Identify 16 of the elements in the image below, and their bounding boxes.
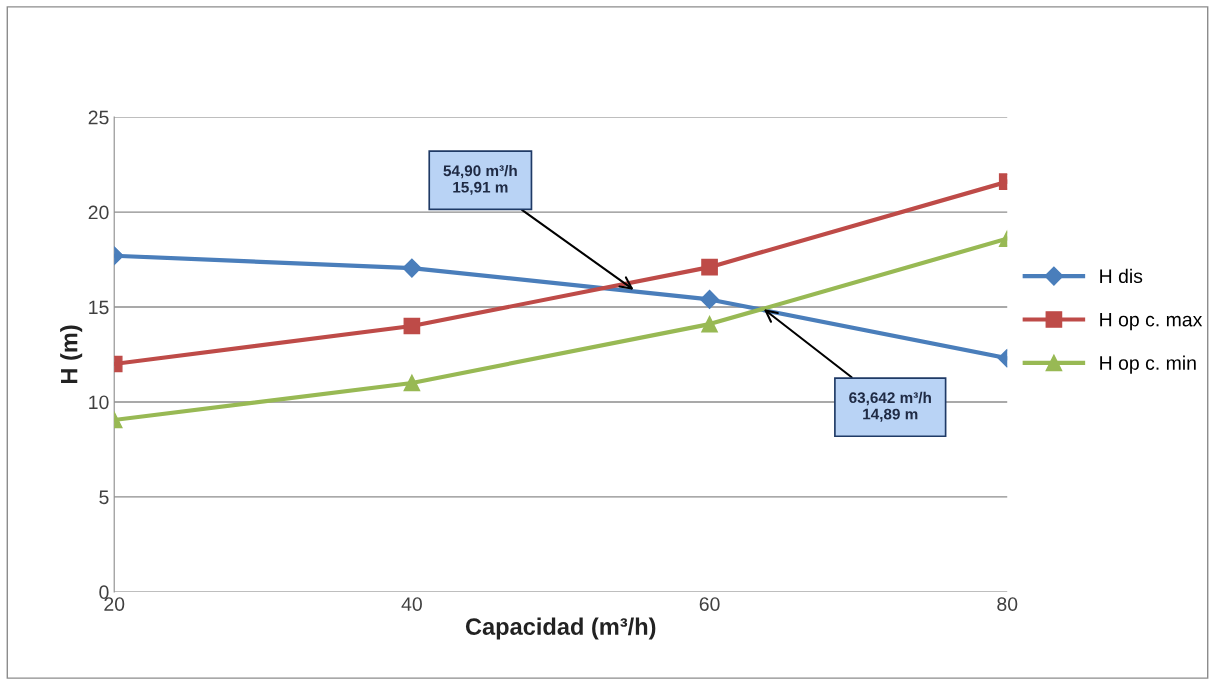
y-tick-label: 20 xyxy=(88,205,109,220)
annotation: 63,642 m³/h 14,89 m xyxy=(849,391,931,422)
x-tick-label: 80 xyxy=(997,597,1018,611)
x-tick-label: 40 xyxy=(401,597,422,611)
y-tick-label: 10 xyxy=(89,395,109,410)
y-tick-label: 15 xyxy=(89,300,109,315)
annotation: 54,90 m³/h 15,91 m xyxy=(443,164,517,195)
y-tick-label: 25 xyxy=(88,110,109,125)
legend-label: H dis xyxy=(1100,268,1143,284)
y-axis-title: H (m) xyxy=(60,325,83,384)
legend-label: H op c. min xyxy=(1100,355,1196,374)
y-tick-label: 0 xyxy=(99,585,109,600)
x-tick-label: 60 xyxy=(699,597,720,611)
x-axis-title: Capacidad (m³/h) xyxy=(465,617,656,640)
legend-label: H op c. max xyxy=(1100,312,1203,331)
y-tick-label: 5 xyxy=(99,490,109,505)
